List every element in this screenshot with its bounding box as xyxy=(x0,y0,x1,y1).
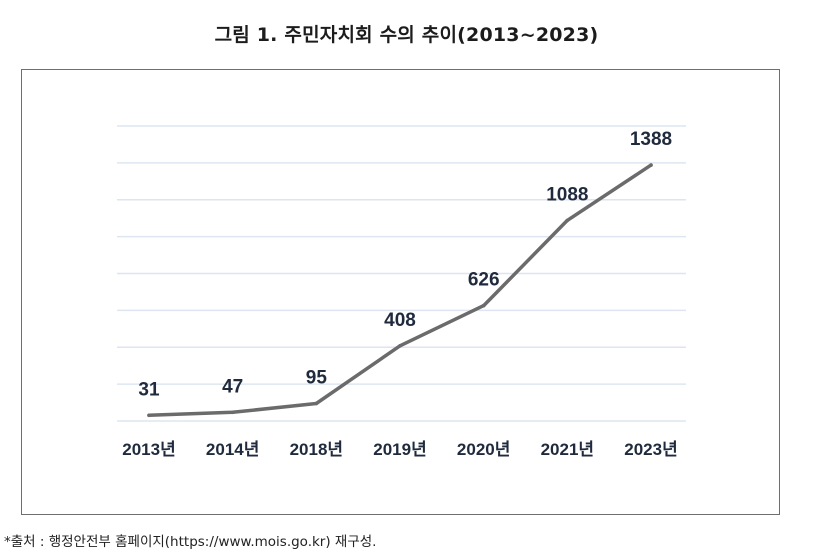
chart-title: 그림 1. 주민자치회 수의 추이(2013~2023) xyxy=(214,24,599,46)
data-point xyxy=(314,401,319,406)
series-layer xyxy=(147,163,653,418)
x-tick-label: 2019년 xyxy=(373,440,426,459)
x-tick-label: 2023년 xyxy=(624,440,677,459)
x-axis-ticks: 2013년 2014년 2018년 2019년 2020년 2021년 2023년 xyxy=(122,440,677,459)
x-tick-label: 2013년 xyxy=(122,440,175,459)
data-label: 1388 xyxy=(630,129,672,150)
gridlines xyxy=(117,125,686,422)
x-tick-label: 2018년 xyxy=(290,440,343,459)
data-label: 1088 xyxy=(546,184,588,205)
x-tick-label: 2020년 xyxy=(457,440,510,459)
data-label: 626 xyxy=(468,270,500,291)
x-tick-label: 2021년 xyxy=(541,440,594,459)
data-point xyxy=(481,303,486,308)
source-note: *출처 : 행정안전부 홈페이지(https://www.mois.go.kr)… xyxy=(4,534,377,550)
data-point xyxy=(398,343,402,348)
data-label-layer: 31 47 95 408 626 1088 1388 xyxy=(138,129,672,400)
data-point xyxy=(147,413,151,418)
data-point xyxy=(565,218,570,223)
data-label: 47 xyxy=(222,376,243,397)
data-point xyxy=(649,163,653,167)
data-label: 408 xyxy=(384,310,416,331)
data-point xyxy=(230,410,235,415)
chart-frame xyxy=(21,69,780,515)
data-label: 95 xyxy=(306,367,328,388)
data-label: 31 xyxy=(138,379,160,400)
x-tick-label: 2014년 xyxy=(206,440,259,459)
